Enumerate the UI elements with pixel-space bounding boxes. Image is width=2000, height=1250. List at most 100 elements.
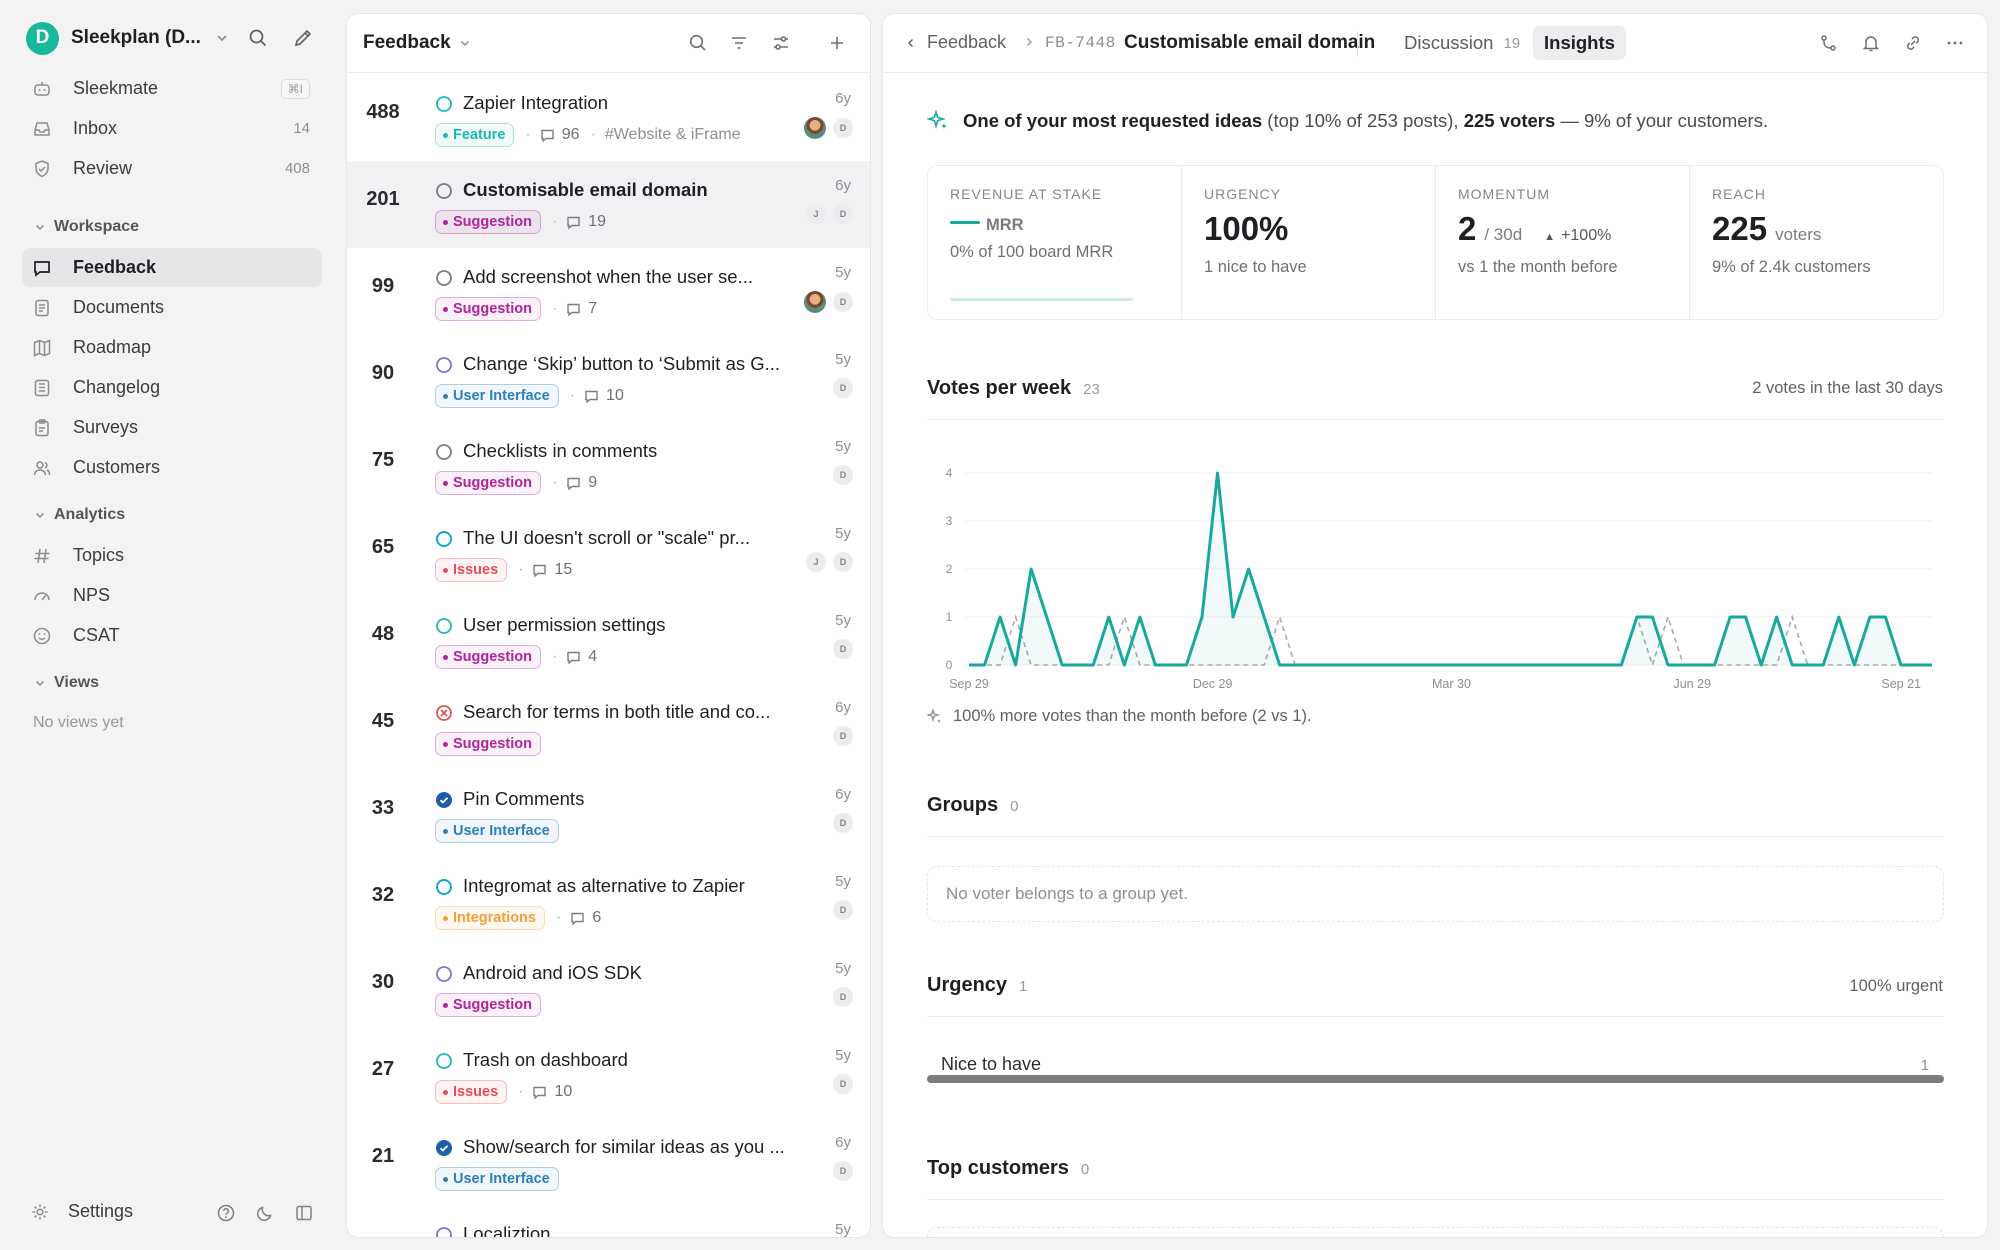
vote-count[interactable]: 488 [366, 101, 400, 123]
vote-count[interactable]: 30 [371, 971, 395, 993]
feedback-row[interactable]: 45 Search for terms in both title and co.… [347, 683, 870, 770]
list-title-dropdown[interactable]: Feedback [363, 32, 471, 54]
feedback-title[interactable]: Integromat as alternative to Zapier [463, 875, 745, 896]
tab-insights[interactable]: Insights [1533, 26, 1626, 60]
status-neutral-icon[interactable] [435, 182, 453, 200]
vote-count[interactable]: 21 [371, 1145, 395, 1167]
status-done-icon[interactable] [435, 1139, 453, 1157]
vote-count[interactable]: 48 [371, 623, 395, 645]
feedback-title[interactable]: Customisable email domain [463, 179, 708, 200]
feedback-row[interactable]: 90 Change ‘Skip’ button to ‘Submit as G..… [347, 335, 870, 422]
moon-icon[interactable] [255, 1203, 275, 1223]
bell-icon[interactable] [1861, 33, 1881, 53]
status-open-icon[interactable] [435, 617, 453, 635]
status-open-icon[interactable] [435, 1052, 453, 1070]
plus-icon[interactable] [827, 33, 847, 53]
status-done-icon[interactable] [435, 791, 453, 809]
sidebar-item-inbox[interactable]: Inbox 14 [22, 109, 322, 148]
feedback-row[interactable]: 33 Pin Comments User Interface 6y D [347, 770, 870, 857]
merge-icon[interactable] [1819, 33, 1839, 53]
filter-icon[interactable] [729, 33, 749, 53]
status-planned-icon[interactable] [435, 965, 453, 983]
feedback-row[interactable]: 201 Customisable email domain Suggestion · 1… [347, 161, 870, 248]
feedback-title[interactable]: Show/search for similar ideas as you ... [463, 1136, 785, 1157]
feedback-row[interactable]: 30 Android and iOS SDK Suggestion 5y D [347, 944, 870, 1031]
sidebar-item-topics[interactable]: Topics [22, 536, 322, 575]
status-open-icon[interactable] [435, 95, 453, 113]
status-rejected-icon[interactable] [435, 704, 453, 722]
feedback-row[interactable]: 65 The UI doesn't scroll or "scale" pr...… [347, 509, 870, 596]
vote-count[interactable]: 90 [371, 362, 395, 384]
feedback-title[interactable]: Android and iOS SDK [463, 962, 642, 983]
category-tag[interactable]: Suggestion [435, 732, 541, 756]
section-analytics[interactable]: Analytics [34, 506, 125, 524]
feedback-title[interactable]: Change ‘Skip’ button to ‘Submit as G... [463, 353, 781, 374]
vote-count[interactable]: 32 [371, 884, 395, 906]
category-tag[interactable]: User Interface [435, 384, 559, 408]
category-tag[interactable]: Suggestion [435, 645, 541, 669]
category-tag[interactable]: Suggestion [435, 297, 541, 321]
vote-count[interactable]: 27 [371, 1058, 395, 1080]
more-icon[interactable] [1945, 33, 1965, 53]
category-tag[interactable]: User Interface [435, 819, 559, 843]
settings-sliders-icon[interactable] [771, 33, 791, 53]
feedback-row[interactable]: Localiztion 5y [347, 1205, 870, 1238]
status-neutral-icon[interactable] [435, 269, 453, 287]
feedback-title[interactable]: Trash on dashboard [463, 1049, 628, 1070]
category-tag[interactable]: User Interface [435, 1167, 559, 1191]
sidebar-item-customers[interactable]: Customers [22, 448, 322, 487]
workspace-switcher[interactable]: D Sleekplan (D... [26, 21, 322, 55]
feedback-title[interactable]: User permission settings [463, 614, 666, 635]
status-neutral-icon[interactable] [435, 443, 453, 461]
feedback-title[interactable]: The UI doesn't scroll or "scale" pr... [463, 527, 751, 548]
vote-count[interactable]: 33 [371, 797, 395, 819]
feedback-title[interactable]: Checklists in comments [463, 440, 658, 461]
link-icon[interactable] [1903, 33, 1923, 53]
category-tag[interactable]: Issues [435, 558, 508, 582]
feedback-row[interactable]: 488 Zapier Integration Feature · 96 · #Website… [347, 74, 870, 161]
feedback-title[interactable]: Add screenshot when the user se... [463, 266, 754, 287]
category-tag[interactable]: Suggestion [435, 471, 541, 495]
category-tag[interactable]: Issues [435, 1080, 508, 1104]
vote-count[interactable]: 75 [371, 449, 395, 471]
help-icon[interactable] [216, 1203, 236, 1223]
feedback-title[interactable]: Pin Comments [463, 788, 585, 809]
feedback-row[interactable]: 75 Checklists in comments Suggestion · 9 5y D [347, 422, 870, 509]
sidebar-toggle-icon[interactable] [294, 1203, 314, 1223]
sidebar-item-changelog[interactable]: Changelog [22, 368, 322, 407]
sidebar-item-nps[interactable]: NPS [22, 576, 322, 615]
vote-count[interactable]: 201 [366, 188, 400, 210]
search-icon[interactable] [248, 28, 268, 48]
status-planned-icon[interactable] [435, 356, 453, 374]
feedback-row[interactable]: 99 Add screenshot when the user se... Sugg… [347, 248, 870, 335]
breadcrumb-back[interactable]: Feedback [905, 32, 1006, 53]
feedback-row[interactable]: 32 Integromat as alternative to Zapier Int… [347, 857, 870, 944]
feedback-row[interactable]: 48 User permission settings Suggestion · 4 5y… [347, 596, 870, 683]
sidebar-item-review[interactable]: Review 408 [22, 149, 322, 188]
status-progress-icon[interactable] [435, 878, 453, 896]
feedback-title[interactable]: Search for terms in both title and co... [463, 701, 771, 722]
feedback-title[interactable]: Zapier Integration [463, 92, 609, 113]
category-tag[interactable]: Integrations [435, 906, 545, 930]
vote-count[interactable]: 65 [371, 536, 395, 558]
settings-link[interactable]: Settings [30, 1201, 133, 1222]
sidebar-item-feedback[interactable]: Feedback [22, 248, 322, 287]
feedback-row[interactable]: 21 Show/search for similar ideas as you .… [347, 1118, 870, 1205]
sidebar-item-documents[interactable]: Documents [22, 288, 322, 327]
category-tag[interactable]: Feature [435, 123, 515, 147]
feedback-title[interactable]: Localiztion [463, 1223, 551, 1238]
compose-icon[interactable] [292, 27, 314, 49]
tab-discussion[interactable]: Discussion 19 [1393, 26, 1531, 60]
category-tag[interactable]: Suggestion [435, 210, 541, 234]
search-icon[interactable] [688, 33, 708, 53]
sidebar-item-sleekmate[interactable]: Sleekmate ⌘I [22, 69, 322, 108]
vote-count[interactable]: 99 [371, 275, 395, 297]
status-progress-icon[interactable] [435, 530, 453, 548]
sidebar-item-surveys[interactable]: Surveys [22, 408, 322, 447]
sidebar-item-roadmap[interactable]: Roadmap [22, 328, 322, 367]
section-views[interactable]: Views [34, 674, 99, 692]
vote-count[interactable]: 45 [371, 710, 395, 732]
category-tag[interactable]: Suggestion [435, 993, 541, 1017]
section-workspace[interactable]: Workspace [34, 218, 139, 236]
status-planned-icon[interactable] [435, 1226, 453, 1237]
